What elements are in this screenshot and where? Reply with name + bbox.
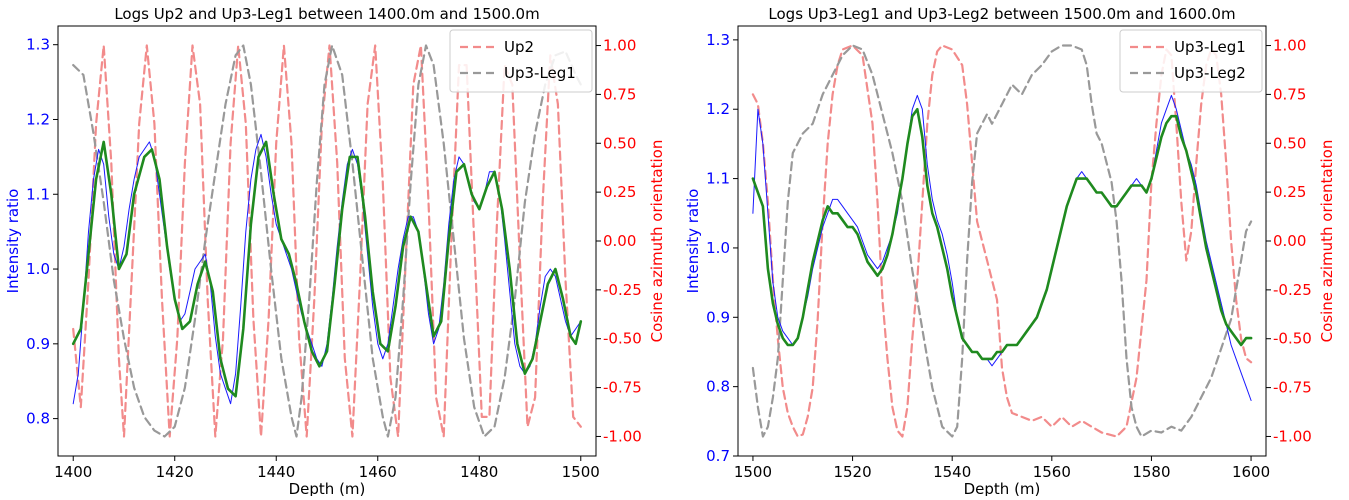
x-tick-label: 1420 [156,463,194,481]
y2-tick-label: 1.00 [1273,37,1306,55]
y-tick-label: 0.9 [706,308,730,326]
y2-axis-label: Cosine azimuth orientation [1318,140,1336,343]
y2-tick-label: 0.50 [1273,134,1306,152]
y2-tick-label: 0.25 [1273,183,1306,201]
y-tick-label: 1.2 [26,110,50,128]
y-tick-label: 1.3 [706,31,730,49]
x-tick-label: 1440 [257,463,295,481]
y2-tick-label: -0.75 [1273,379,1312,397]
x-axis-label: Depth (m) [289,480,366,496]
series-line-raw [72,133,582,405]
y2-tick-label: 0.00 [603,232,636,250]
y-tick-label: 1.0 [706,239,730,257]
legend-box [449,29,593,93]
y2-tick-label: 0.75 [1273,85,1306,103]
legend-box [1119,29,1263,93]
y2-tick-label: -0.75 [603,379,642,397]
y-tick-label: 0.8 [26,410,50,428]
y2-tick-label: -0.50 [603,330,642,348]
y2-tick-label: 0.50 [603,134,636,152]
y2-tick-label: 0.25 [603,183,636,201]
y2-tick-label: -0.25 [1273,281,1312,299]
legend-label: Up3-Leg1 [1174,38,1246,56]
x-tick-label: 1500 [562,463,600,481]
chart-title: Logs Up2 and Up3-Leg1 between 1400.0m an… [114,5,539,23]
x-tick-label: 1400 [54,463,92,481]
y-axis-label: Intensity ratio [4,189,22,294]
series-line-up3-leg1 [72,44,582,438]
x-axis-label: Depth (m) [964,480,1041,496]
x-tick-label: 1580 [1132,463,1170,481]
legend-label: Up3-Leg2 [1174,64,1246,82]
series-line-up3-leg1 [751,44,1253,438]
y2-axis-label: Cosine azimuth orientation [648,140,666,343]
y2-tick-label: -1.00 [1273,427,1312,445]
plot-area [71,44,583,438]
x-tick-label: 1460 [359,463,397,481]
plot-area [751,44,1253,438]
y2-tick-label: -0.25 [603,281,642,299]
x-tick-label: 1540 [933,463,971,481]
y-tick-label: 0.8 [706,378,730,396]
x-tick-label: 1600 [1232,463,1270,481]
x-tick-label: 1500 [734,463,772,481]
y2-tick-label: 0.75 [603,85,636,103]
y-tick-label: 1.3 [26,36,50,54]
y-tick-label: 0.9 [26,335,50,353]
y-tick-label: 1.1 [26,185,50,203]
x-tick-label: 1480 [460,463,498,481]
chart-panel-2: 1500 1520 1540 1560 1580 1600 0.7 0.8 0.9 1.0 1.1 1… [684,5,1336,498]
legend: Up2 Up3-Leg1 [449,29,593,93]
y2-tick-label: -0.50 [1273,330,1312,348]
x-tick-label: 1560 [1033,463,1071,481]
y2-tick-label: 1.00 [603,37,636,55]
x-tick-label: 1520 [833,463,871,481]
y-tick-label: 0.7 [706,447,730,465]
series-line-smoothed [751,107,1253,361]
chart-panel-1: 1400 1420 1440 1460 1480 1500 0.8 0.9 1.0 1.1 1.2 1… [4,5,666,498]
y-tick-label: 1.1 [706,170,730,188]
y2-tick-label: 0.00 [1273,232,1306,250]
y-tick-label: 1.2 [706,100,730,118]
chart-title: Logs Up3-Leg1 and Up3-Leg2 between 1500.… [768,5,1235,23]
series-line-smoothed [71,140,583,398]
y-tick-label: 1.0 [26,260,50,278]
y2-tick-label: -1.00 [603,427,642,445]
y-axis-label: Intensity ratio [684,189,702,294]
legend: Up3-Leg1 Up3-Leg2 [1119,29,1263,93]
series-line-up3-leg2 [751,44,1253,438]
legend-label: Up2 [504,38,534,56]
legend-label: Up3-Leg1 [504,64,576,82]
series-line-up2 [72,44,582,438]
